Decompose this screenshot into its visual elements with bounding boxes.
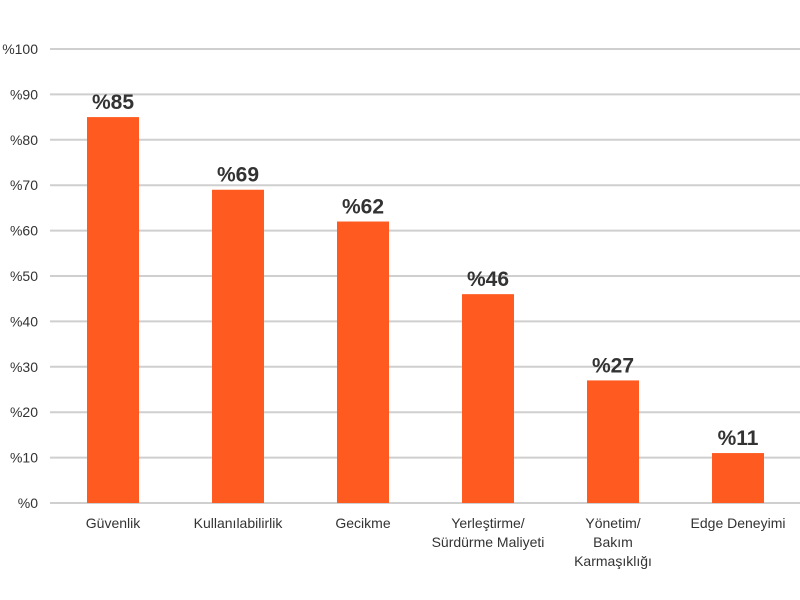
y-tick-label: %10 <box>10 450 38 466</box>
y-tick-label: %100 <box>2 41 38 57</box>
data-label: %46 <box>467 268 509 291</box>
bar <box>337 221 389 503</box>
y-tick-label: %0 <box>18 495 38 511</box>
data-label: %85 <box>92 91 134 114</box>
data-label: %62 <box>342 196 384 219</box>
x-tick-label: Edge Deneyimi <box>691 515 786 531</box>
bar <box>87 117 139 503</box>
data-label: %27 <box>592 354 634 377</box>
x-tick-label: Gecikme <box>335 515 390 531</box>
x-tick-label-line: Güvenlik <box>86 515 141 531</box>
y-tick-label: %70 <box>10 177 38 193</box>
data-label: %69 <box>217 164 259 187</box>
x-tick-label-line: Yerleştirme/ <box>451 515 525 531</box>
x-tick-label-line: Yönetim/ <box>585 515 640 531</box>
y-tick-label: %40 <box>10 313 38 329</box>
y-tick-label: %90 <box>10 86 38 102</box>
bar <box>587 380 639 503</box>
x-tick-label: Kullanılabilirlik <box>194 515 284 531</box>
x-tick-label-line: Edge Deneyimi <box>691 515 786 531</box>
x-tick-label-line: Gecikme <box>335 515 390 531</box>
x-tick-label: Yönetim/Bakım Karmaşıklığı <box>574 515 652 569</box>
bar <box>212 189 264 504</box>
x-tick-label-line: Kullanılabilirlik <box>194 515 284 531</box>
y-tick-label: %50 <box>10 268 38 284</box>
data-label: %11 <box>718 427 759 450</box>
y-tick-label: %60 <box>10 223 38 239</box>
bar <box>462 294 514 503</box>
x-tick-label-line: Karmaşıklığı <box>574 553 652 569</box>
x-tick-label: Güvenlik <box>86 515 141 531</box>
x-tick-label: Yerleştirme/Sürdürme Maliyeti <box>432 515 545 550</box>
x-tick-label-line: Bakım <box>593 534 633 550</box>
y-tick-label: %80 <box>10 132 38 148</box>
bar <box>712 453 764 503</box>
x-tick-label-line: Sürdürme Maliyeti <box>432 534 545 550</box>
y-tick-label: %20 <box>10 404 38 420</box>
y-tick-label: %30 <box>10 359 38 375</box>
